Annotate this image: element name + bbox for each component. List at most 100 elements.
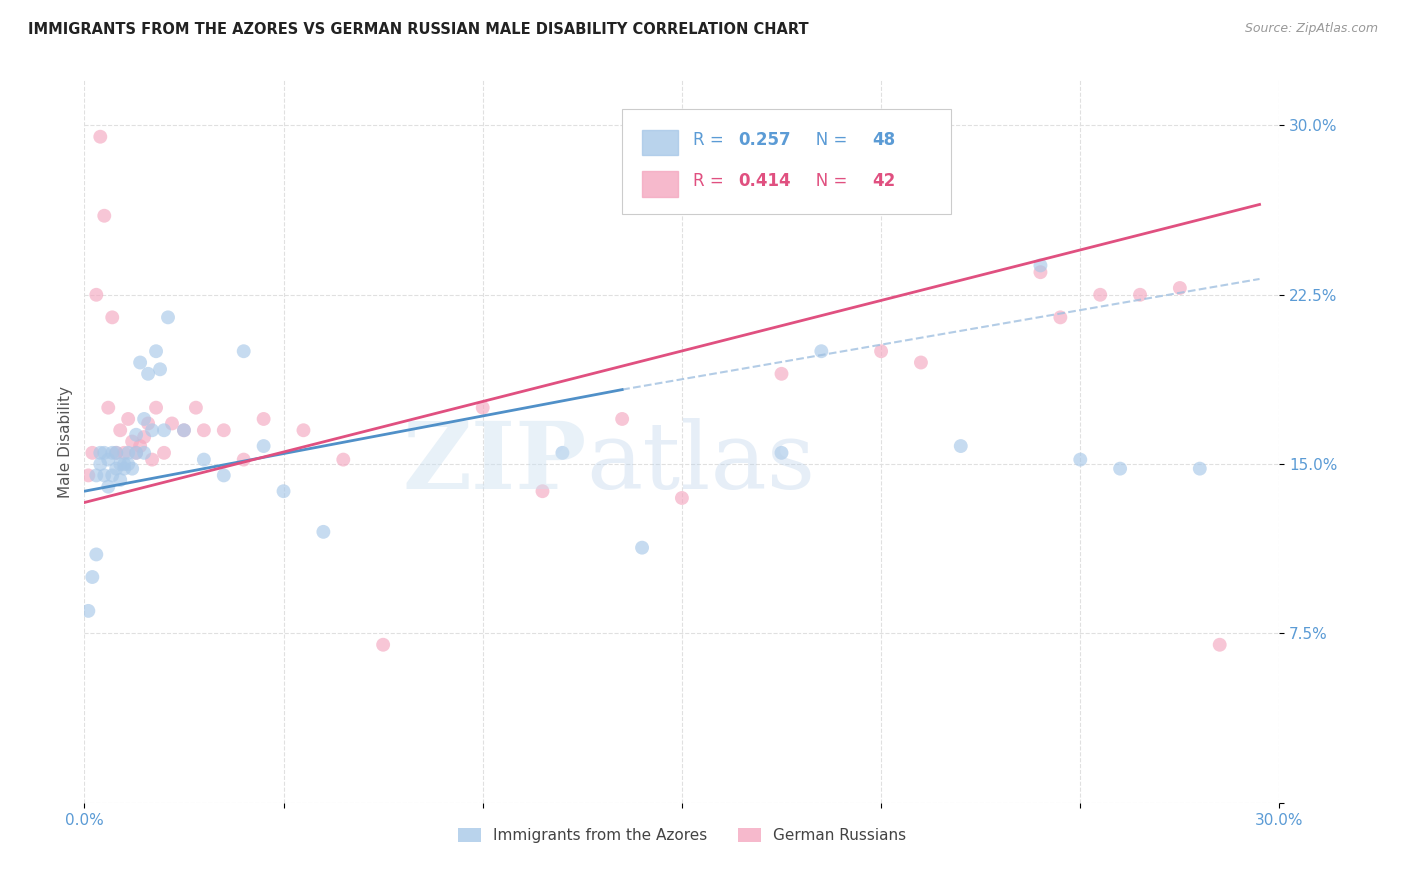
Point <box>671 491 693 505</box>
Point <box>86 468 108 483</box>
Point <box>149 362 172 376</box>
Point <box>97 452 120 467</box>
Point <box>93 446 115 460</box>
Text: 48: 48 <box>872 131 896 149</box>
Point <box>77 604 100 618</box>
Bar <box>643 170 678 196</box>
Point <box>101 446 124 460</box>
Point <box>373 638 395 652</box>
Point <box>212 423 235 437</box>
Point <box>110 423 132 437</box>
Point <box>93 209 115 223</box>
Point <box>125 446 148 460</box>
Point <box>86 287 108 301</box>
Point <box>332 452 354 467</box>
Text: 0.257: 0.257 <box>738 131 790 149</box>
Point <box>82 570 104 584</box>
Point <box>770 367 793 381</box>
Point <box>910 355 932 369</box>
Point <box>117 457 139 471</box>
Point <box>136 367 159 381</box>
Point <box>1188 461 1211 475</box>
Text: R =: R = <box>693 172 728 190</box>
Point <box>105 461 128 475</box>
Point <box>112 457 135 471</box>
Bar <box>643 129 678 155</box>
Point <box>136 417 159 431</box>
Text: N =: N = <box>800 172 853 190</box>
Point <box>125 446 148 460</box>
Point <box>117 412 139 426</box>
Point <box>471 401 494 415</box>
Point <box>141 452 163 467</box>
Point <box>121 461 143 475</box>
Point <box>173 423 195 437</box>
Legend: Immigrants from the Azores, German Russians: Immigrants from the Azores, German Russi… <box>451 822 912 849</box>
Point <box>551 446 574 460</box>
Point <box>110 457 132 471</box>
Point <box>97 480 120 494</box>
Point <box>145 401 167 415</box>
Point <box>132 430 156 444</box>
Point <box>141 423 163 437</box>
Point <box>612 412 634 426</box>
Point <box>1090 287 1112 301</box>
Point <box>232 452 254 467</box>
Point <box>129 439 152 453</box>
Point <box>273 484 295 499</box>
Point <box>132 412 156 426</box>
Point <box>253 412 276 426</box>
Text: R =: R = <box>693 131 728 149</box>
Point <box>117 446 139 460</box>
Point <box>97 401 120 415</box>
Point <box>1029 259 1052 273</box>
Point <box>132 446 156 460</box>
Point <box>160 417 183 431</box>
Point <box>212 468 235 483</box>
Text: N =: N = <box>800 131 853 149</box>
Point <box>105 446 128 460</box>
Point <box>810 344 832 359</box>
Point <box>173 423 195 437</box>
Point <box>129 355 152 369</box>
Point <box>1069 452 1091 467</box>
Point <box>105 446 128 460</box>
Point <box>89 457 111 471</box>
Point <box>93 468 115 483</box>
Point <box>1129 287 1152 301</box>
Point <box>531 484 554 499</box>
Y-axis label: Male Disability: Male Disability <box>58 385 73 498</box>
Text: Source: ZipAtlas.com: Source: ZipAtlas.com <box>1244 22 1378 36</box>
Point <box>112 461 135 475</box>
Text: 42: 42 <box>872 172 896 190</box>
Point <box>631 541 654 555</box>
Point <box>253 439 276 453</box>
Point <box>1049 310 1071 325</box>
Point <box>77 468 100 483</box>
Text: IMMIGRANTS FROM THE AZORES VS GERMAN RUSSIAN MALE DISABILITY CORRELATION CHART: IMMIGRANTS FROM THE AZORES VS GERMAN RUS… <box>28 22 808 37</box>
Text: ZIP: ZIP <box>402 418 586 508</box>
Point <box>112 446 135 460</box>
Point <box>101 310 124 325</box>
Point <box>770 446 793 460</box>
Point <box>153 446 176 460</box>
Point <box>125 427 148 442</box>
Point <box>89 446 111 460</box>
Point <box>153 423 176 437</box>
Point <box>110 473 132 487</box>
Text: 0.414: 0.414 <box>738 172 790 190</box>
Point <box>1109 461 1132 475</box>
FancyBboxPatch shape <box>623 109 950 214</box>
Point <box>157 310 180 325</box>
Point <box>193 452 215 467</box>
Point <box>1168 281 1191 295</box>
Text: atlas: atlas <box>586 418 815 508</box>
Point <box>312 524 335 539</box>
Point <box>232 344 254 359</box>
Point <box>121 434 143 449</box>
Point <box>949 439 972 453</box>
Point <box>101 468 124 483</box>
Point <box>870 344 893 359</box>
Point <box>1029 265 1052 279</box>
Point <box>184 401 207 415</box>
